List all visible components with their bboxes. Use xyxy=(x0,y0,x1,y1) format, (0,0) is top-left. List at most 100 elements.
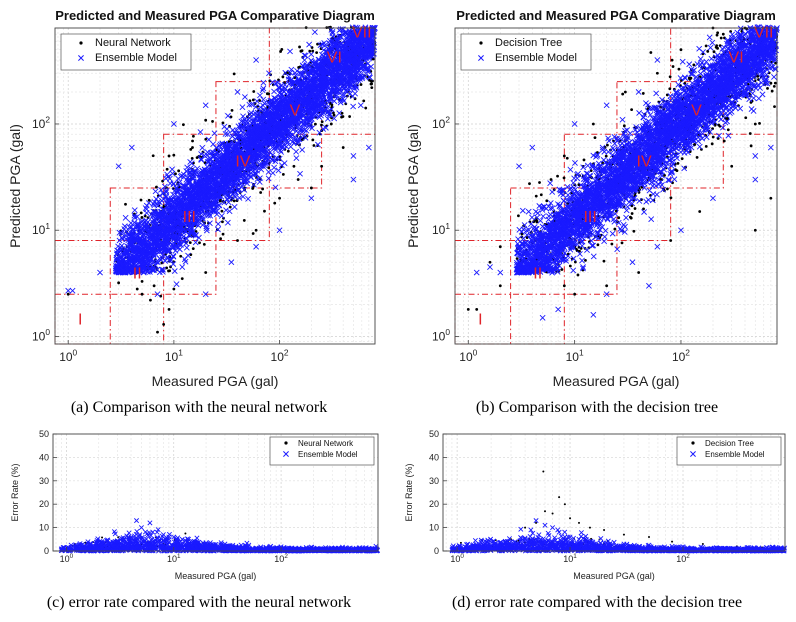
data-point-dot xyxy=(219,237,222,241)
data-point-dot xyxy=(259,191,263,194)
data-point-dot xyxy=(160,261,164,265)
data-point-dot xyxy=(152,284,156,288)
data-point-dot xyxy=(155,185,158,189)
data-point-dot xyxy=(273,201,277,205)
intensity-zone-box xyxy=(109,187,217,295)
data-point-cross xyxy=(226,208,233,215)
data-point-dot xyxy=(369,79,373,83)
intensity-zone-box xyxy=(163,133,270,242)
data-point-dot xyxy=(281,172,285,176)
data-point-dot xyxy=(301,137,305,141)
data-point-dot xyxy=(135,287,139,291)
data-point-dot xyxy=(66,292,70,296)
data-point-dot xyxy=(261,187,265,191)
data-point-dot xyxy=(348,115,352,118)
data-point-dot xyxy=(179,254,183,258)
data-point-dot xyxy=(299,49,303,53)
data-point-dot xyxy=(312,144,316,147)
data-point-dot xyxy=(359,83,363,86)
data-point-dot xyxy=(341,146,345,149)
data-point-dot xyxy=(370,86,374,90)
data-point-dot xyxy=(204,271,208,274)
data-point-dot xyxy=(218,199,222,203)
data-point-dot xyxy=(242,219,246,222)
data-point-cross xyxy=(331,115,338,122)
data-point-dot xyxy=(167,307,171,311)
data-point-dot xyxy=(236,239,239,242)
data-point-dot xyxy=(278,196,281,200)
data-point-cross xyxy=(131,207,138,214)
data-point-cross xyxy=(357,102,364,109)
data-point-cross xyxy=(350,103,357,110)
data-point-dot xyxy=(202,242,206,246)
data-point-dot xyxy=(340,111,344,115)
data-point-dot xyxy=(296,178,300,181)
data-point-dot xyxy=(221,232,225,236)
data-point-cross xyxy=(282,85,289,92)
data-point-dot xyxy=(191,139,194,143)
data-point-cross xyxy=(152,188,159,195)
series-crosses xyxy=(65,24,378,298)
data-point-cross xyxy=(116,229,123,236)
data-point-dot xyxy=(168,269,172,273)
data-point-dot xyxy=(194,230,198,233)
data-point-dot xyxy=(320,120,324,124)
data-point-dot xyxy=(320,123,323,127)
data-point-dot xyxy=(221,220,224,224)
data-point-dot xyxy=(151,154,155,158)
data-point-cross xyxy=(169,170,176,177)
data-point-dot xyxy=(124,202,127,206)
data-point-cross xyxy=(271,164,278,171)
data-point-dot xyxy=(180,277,184,281)
data-point-dot xyxy=(189,147,193,151)
data-point-cross xyxy=(319,41,326,48)
data-point-dot xyxy=(329,122,333,126)
scatter-series xyxy=(65,24,378,334)
data-point-cross xyxy=(252,103,259,110)
data-point-dot xyxy=(311,138,315,142)
data-point-dot xyxy=(263,209,266,213)
data-point-dot xyxy=(362,99,366,103)
data-point-dot xyxy=(198,241,201,245)
chart-panel-a: I II III IV V VI VII 100 101 102 100 101 102 Predicte… xyxy=(0,0,398,402)
data-point-dot xyxy=(191,134,195,138)
data-point-dot xyxy=(172,287,176,291)
data-point-cross xyxy=(315,141,321,148)
data-point-dot xyxy=(232,199,236,203)
data-point-cross xyxy=(205,136,212,143)
data-point-dot xyxy=(251,187,255,190)
data-point-dot xyxy=(340,115,343,119)
data-point-cross xyxy=(168,257,175,263)
data-point-dot xyxy=(191,247,195,251)
data-point-dot xyxy=(315,51,319,55)
data-point-dot xyxy=(251,98,255,102)
data-point-dot xyxy=(313,122,317,126)
data-point-dot xyxy=(248,99,252,103)
data-point-dot xyxy=(221,121,225,125)
data-point-dot xyxy=(281,75,285,79)
data-point-dot xyxy=(228,205,232,209)
data-point-cross xyxy=(276,155,283,162)
data-point-dot xyxy=(204,137,208,141)
data-point-dot xyxy=(267,92,271,96)
data-point-dot xyxy=(220,209,224,213)
data-point-cross xyxy=(173,281,180,288)
data-point-cross xyxy=(287,48,293,55)
data-point-dot xyxy=(267,166,271,170)
data-point-dot xyxy=(188,241,192,245)
data-point-dot xyxy=(167,154,171,158)
data-point-dot xyxy=(162,322,166,326)
data-point-cross xyxy=(224,219,231,226)
data-point-dot xyxy=(181,123,185,127)
data-point-dot xyxy=(165,266,169,270)
data-point-dot xyxy=(309,186,313,190)
data-point-dot xyxy=(238,191,242,194)
data-point-cross xyxy=(185,252,191,259)
data-point-dot xyxy=(298,45,301,49)
data-point-dot xyxy=(251,232,255,235)
data-point-dot xyxy=(254,228,258,232)
data-point-dot xyxy=(279,50,282,53)
data-point-dot xyxy=(147,198,151,202)
data-point-cross xyxy=(308,51,315,58)
